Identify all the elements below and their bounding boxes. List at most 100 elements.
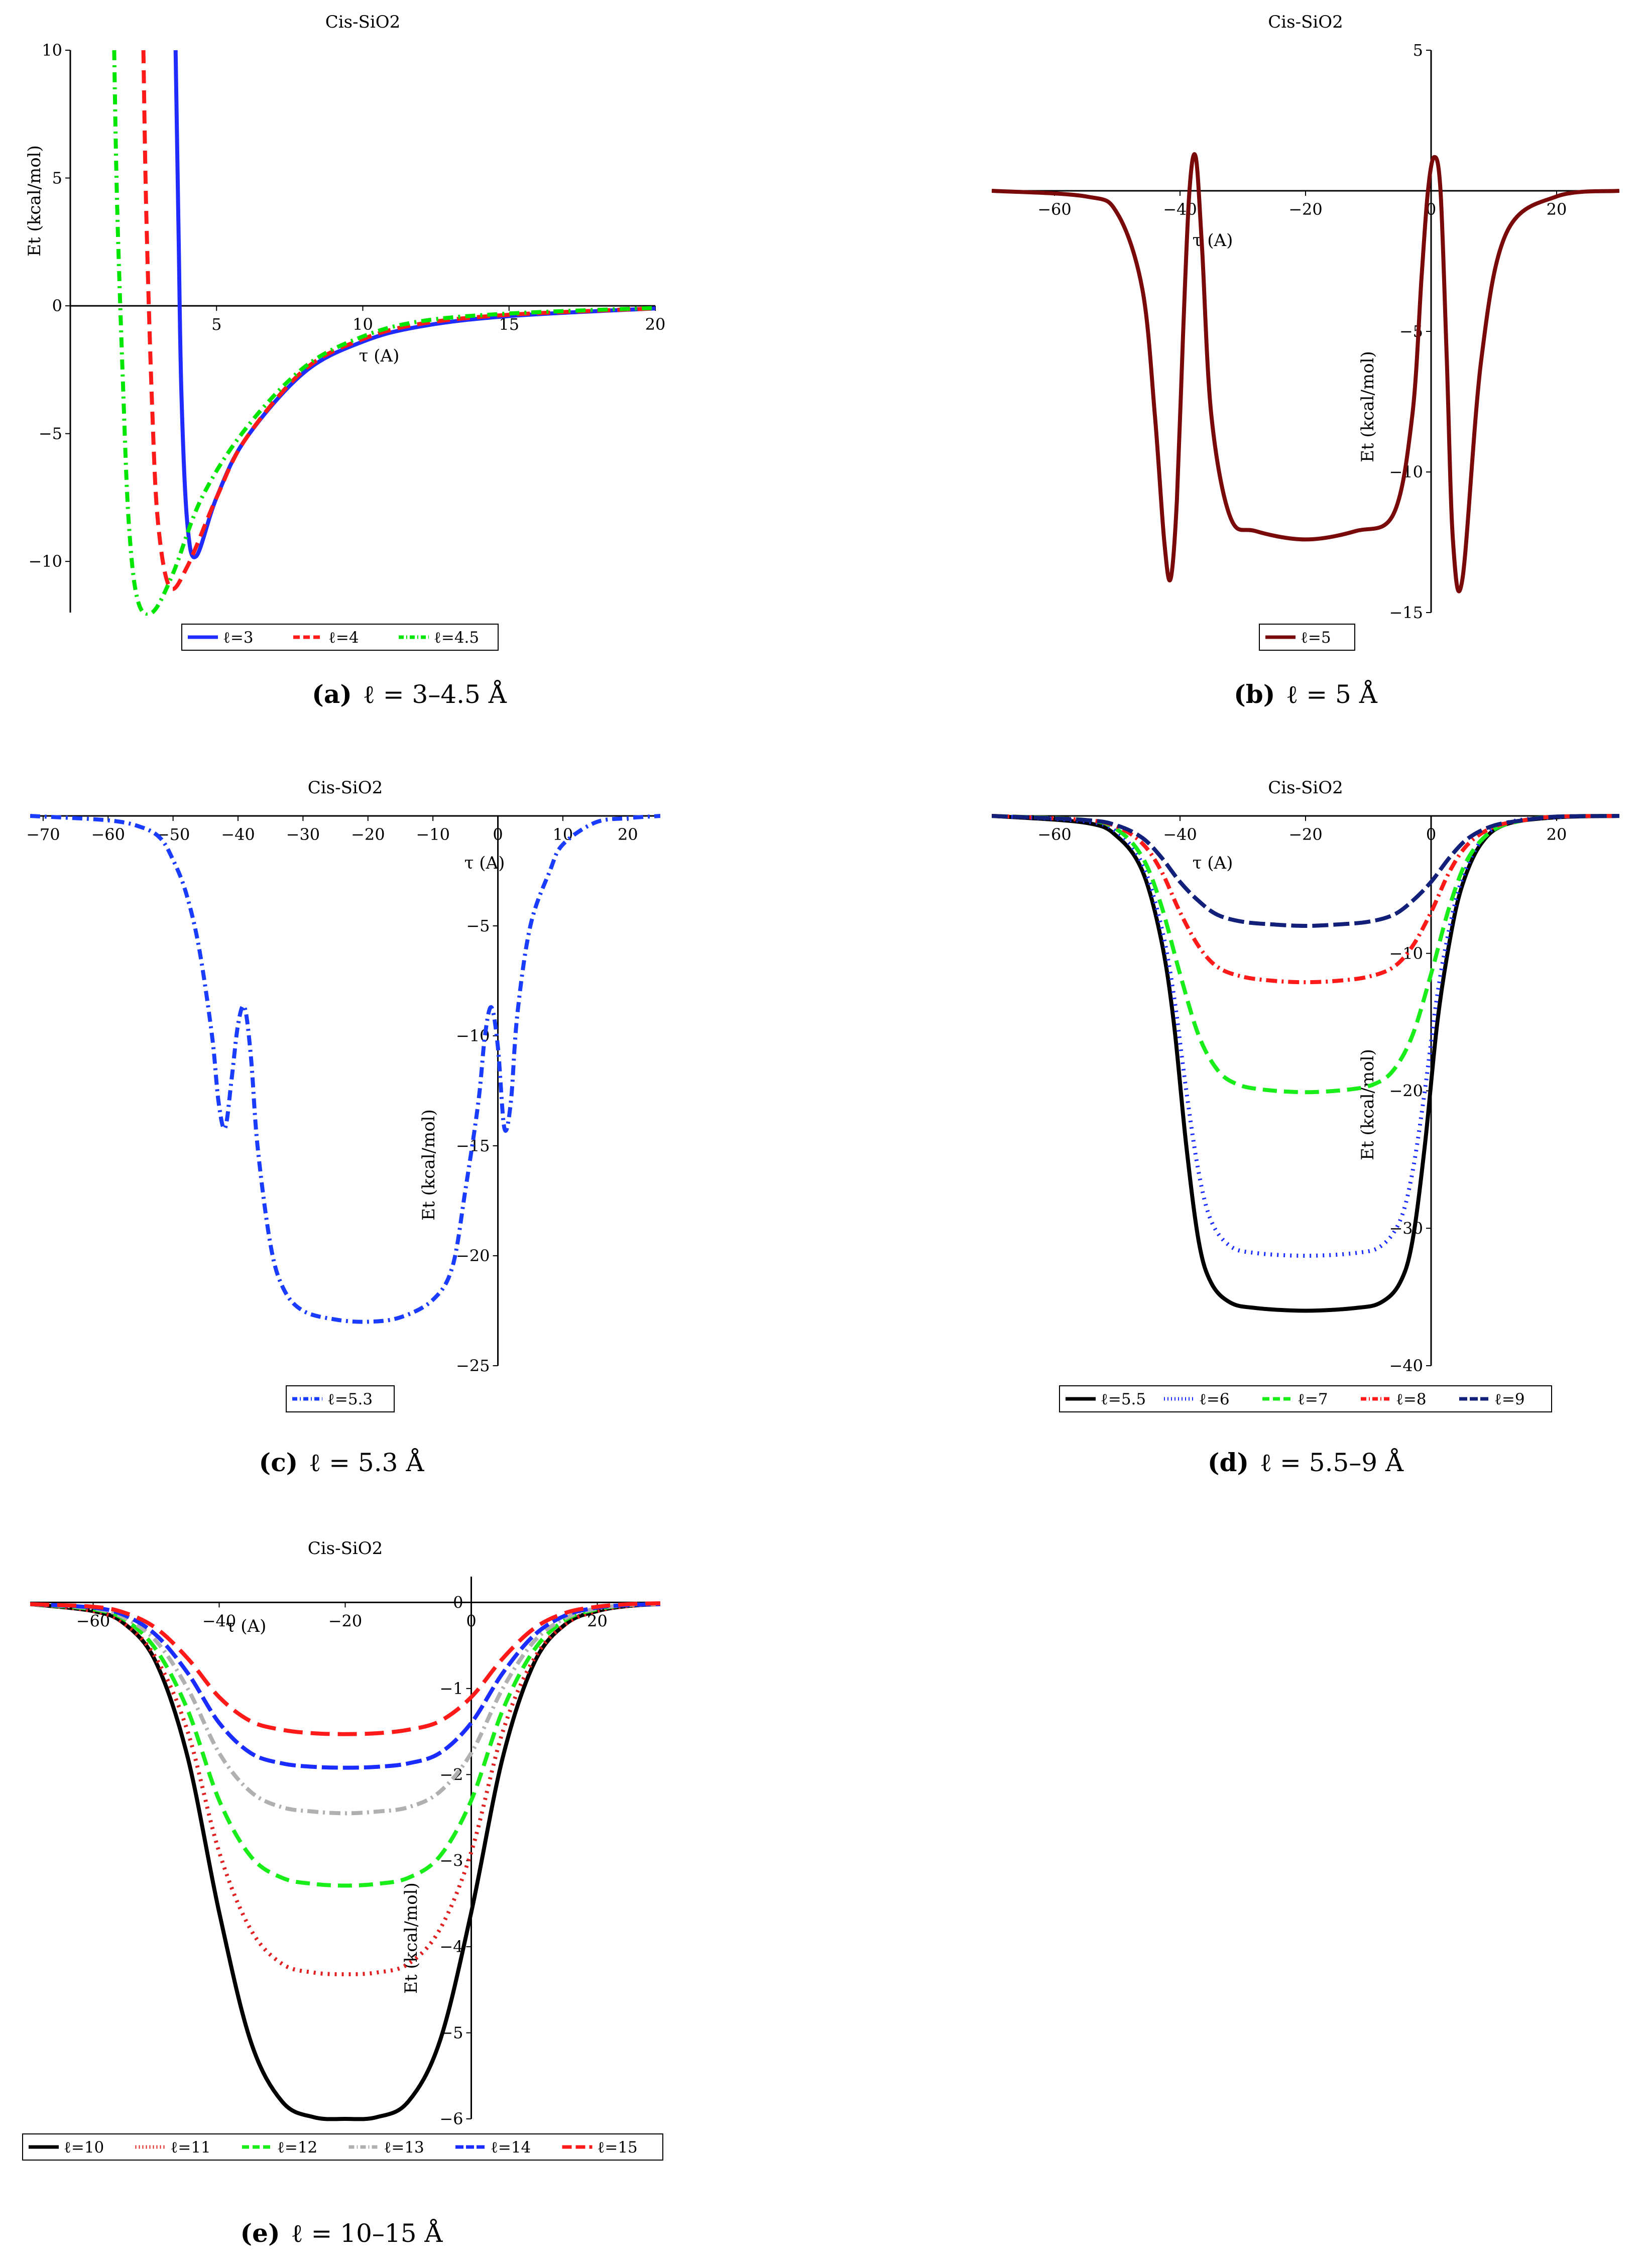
legend-label: ℓ=4.5 (434, 629, 479, 647)
chart-panel-d: Cis-SiO2−60 −40 −20 0 20−40−30−20−10τ (A)Et … (992, 778, 1619, 1477)
x-tick-label: 20 (1547, 825, 1567, 844)
x-tick-label: −30 (286, 825, 320, 844)
series-line-e-3 (30, 1602, 660, 1816)
caption-d: (d) ℓ = 5.5–9 Å (1208, 1448, 1404, 1477)
x-tick-label: −60 (91, 825, 125, 844)
legend-label: ℓ=4 (328, 629, 359, 647)
legend-label: ℓ=3 (223, 629, 254, 647)
legend-label: ℓ=14 (491, 2138, 531, 2157)
y-tick-label: −2 (439, 1765, 463, 1784)
x-tick-label: −40 (1163, 200, 1197, 219)
caption-text: ℓ = 5.3 Å (309, 1448, 424, 1477)
series-line-e-2 (30, 1602, 660, 1888)
x-tick-label: −20 (351, 825, 385, 844)
legend-label: ℓ=6 (1199, 1390, 1230, 1408)
series-line-a-1 (141, 50, 655, 591)
legend-e: ℓ=10 ℓ=11 ℓ=12 ℓ=13 ℓ=14 ℓ=15 (22, 2133, 663, 2161)
legend-label: ℓ=11 (171, 2138, 211, 2157)
chart-title-d: Cis-SiO2 (1268, 778, 1343, 798)
x-tick-label: −20 (1288, 825, 1323, 844)
series-line-d-2 (992, 814, 1619, 1095)
legend-label: ℓ=9 (1494, 1390, 1525, 1408)
chart-title-c: Cis-SiO2 (308, 778, 383, 798)
caption-a: (a) ℓ = 3–4.5 Å (312, 679, 507, 709)
y-tick-label: 5 (1413, 41, 1423, 60)
y-tick-label: −1 (439, 1679, 463, 1698)
caption-text: ℓ = 5 Å (1286, 679, 1377, 709)
legend-label: ℓ=15 (598, 2138, 638, 2157)
y-tick-label: −25 (456, 1356, 490, 1375)
y-tick-label: −5 (39, 424, 62, 443)
x-tick-label: −40 (1163, 825, 1197, 844)
chart-panel-b: Cis-SiO2−60 −40 −20 0 20−15−10−55τ (A)Et (kc… (992, 12, 1619, 709)
series-line-a-2 (112, 50, 655, 616)
x-tick-label: −40 (221, 825, 255, 844)
y-tick-label: −5 (466, 916, 490, 935)
y-tick-label: 10 (42, 41, 62, 60)
y-tick-label: −15 (1389, 603, 1423, 622)
y-tick-label: −20 (456, 1246, 490, 1265)
legend-c: ℓ=5.3 (286, 1385, 395, 1412)
y-tick-label: −40 (1389, 1356, 1423, 1375)
x-tick-label: −50 (156, 825, 190, 844)
chart-title-b: Cis-SiO2 (1268, 12, 1343, 32)
y-axis-label-a: Et (kcal/mol) (25, 145, 45, 257)
legend-box (181, 624, 499, 651)
legend-box (22, 2133, 663, 2161)
x-tick-label: 20 (618, 825, 638, 844)
series-line-e-1 (30, 1602, 660, 1976)
caption-label: (c) (259, 1448, 298, 1477)
caption-text: ℓ = 3–4.5 Å (363, 679, 507, 709)
series-line-d-0 (992, 814, 1619, 1313)
y-tick-label: 0 (52, 296, 62, 315)
x-tick-label: −20 (1288, 200, 1323, 219)
caption-b: (b) ℓ = 5 Å (1234, 679, 1378, 709)
series-line-d-3 (992, 814, 1619, 985)
x-axis-label-c: τ (A) (464, 853, 505, 873)
x-tick-label: −10 (416, 825, 450, 844)
legend-d: ℓ=5.5 ℓ=6 ℓ=7 ℓ=8 ℓ=9 (1059, 1385, 1552, 1412)
x-axis-label-a: τ (A) (359, 346, 400, 366)
legend-label: ℓ=10 (64, 2138, 104, 2157)
caption-text: ℓ = 10–15 Å (291, 2218, 443, 2248)
legend-a: ℓ=3 ℓ=4 ℓ=4.5 (181, 624, 499, 651)
legend-b: ℓ=5 (1259, 624, 1355, 651)
x-tick-label: 20 (1547, 200, 1567, 219)
series-line-d-4 (992, 814, 1619, 928)
x-axis-label-b: τ (A) (1193, 230, 1233, 251)
x-tick-label: 5 (211, 315, 221, 334)
series-line-e-4 (30, 1602, 660, 1770)
y-tick-label: −10 (28, 552, 62, 571)
y-tick-label: −4 (439, 1937, 463, 1956)
x-tick-label: 0 (493, 825, 503, 844)
legend-label: ℓ=7 (1298, 1390, 1328, 1408)
x-axis-label-d: τ (A) (1193, 853, 1233, 873)
legend-label: ℓ=5 (1301, 629, 1331, 647)
caption-label: (b) (1234, 679, 1275, 709)
chart-panel-c: Cis-SiO2 −70 −60 −50 −40 −30 −20 −10 0 10 20 −25 −20… (26, 778, 660, 1477)
x-tick-label: −60 (1037, 200, 1072, 219)
y-tick-label: 0 (453, 1593, 463, 1612)
x-axis-label-e: τ (A) (226, 1616, 267, 1636)
y-tick-label: −30 (1389, 1219, 1423, 1238)
chart-title-e: Cis-SiO2 (308, 1538, 383, 1559)
x-tick-label: 10 (352, 315, 373, 334)
legend-label: ℓ=5.3 (327, 1390, 373, 1408)
legend-label: ℓ=13 (384, 2138, 424, 2157)
x-tick-label: 0 (1426, 825, 1436, 844)
x-tick-label: 10 (553, 825, 573, 844)
x-tick-label: 0 (466, 1611, 476, 1630)
series-line-a-0 (173, 50, 655, 559)
y-axis-label-d: Et (kcal/mol) (1358, 1049, 1378, 1160)
caption-label: (a) (312, 679, 352, 709)
caption-c: (c) ℓ = 5.3 Å (259, 1448, 425, 1477)
chart-title-a: Cis-SiO2 (325, 12, 401, 32)
x-tick-label: −40 (202, 1611, 237, 1630)
y-tick-label: 5 (52, 169, 62, 188)
caption-e: (e) ℓ = 10–15 Å (240, 2218, 443, 2248)
legend-label: ℓ=12 (277, 2138, 317, 2157)
chart-panel-e: Cis-SiO2−60 −40 −20 0 20−6−5−4−3−2−10τ (A)Et… (22, 1538, 663, 2248)
caption-label: (e) (240, 2218, 280, 2248)
legend-box (1059, 1385, 1552, 1412)
